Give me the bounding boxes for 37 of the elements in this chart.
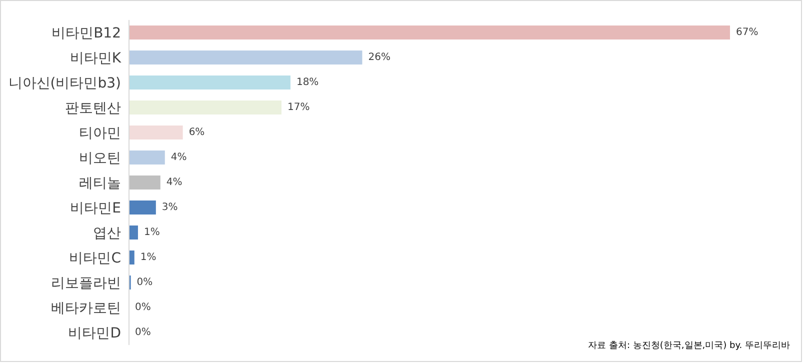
bar — [129, 150, 165, 164]
y-tick-label: 비오틴 — [79, 150, 121, 166]
y-tick-label: 니아신(비타민b3) — [8, 75, 121, 92]
data-label: 1% — [140, 252, 156, 263]
data-label: 4% — [170, 152, 187, 163]
y-tick-label: 티아민 — [79, 125, 121, 142]
y-tick-label: 비타민C — [69, 250, 122, 266]
data-label: 26% — [368, 52, 390, 63]
data-label: 18% — [296, 77, 319, 88]
bar — [129, 126, 183, 140]
bar — [129, 226, 138, 240]
y-tick-label: 레티놀 — [79, 175, 121, 192]
bar — [129, 76, 290, 90]
y-tick-label: 비타민K — [70, 50, 122, 66]
data-label: 0% — [135, 302, 151, 313]
data-label: 3% — [162, 202, 178, 213]
y-tick-label: 베타카로틴 — [51, 300, 121, 316]
y-tick-label: 판토텐산 — [65, 100, 121, 116]
bar — [129, 200, 156, 214]
data-label: 17% — [287, 102, 310, 113]
data-label: 4% — [166, 177, 182, 188]
data-label: 0% — [136, 277, 153, 288]
y-tick-label: 엽산 — [93, 225, 121, 242]
y-tick-label: 비타민D — [68, 325, 121, 342]
data-label: 6% — [188, 127, 205, 138]
bar — [129, 176, 160, 190]
bar — [129, 100, 282, 114]
data-label: 67% — [736, 27, 758, 38]
bar — [129, 250, 134, 264]
data-label: 1% — [144, 227, 160, 238]
annotation: 자료 출처: 농진청(한국,일본,미국) by. 뚜리뚜리바 — [588, 340, 790, 352]
y-tick-label: 비타민B12 — [52, 25, 121, 42]
y-tick-label: 비타민E — [70, 200, 121, 216]
bar — [129, 50, 362, 64]
y-tick-label: 리보플라빈 — [51, 275, 121, 292]
bar — [129, 26, 730, 40]
data-label: 0% — [135, 327, 151, 338]
